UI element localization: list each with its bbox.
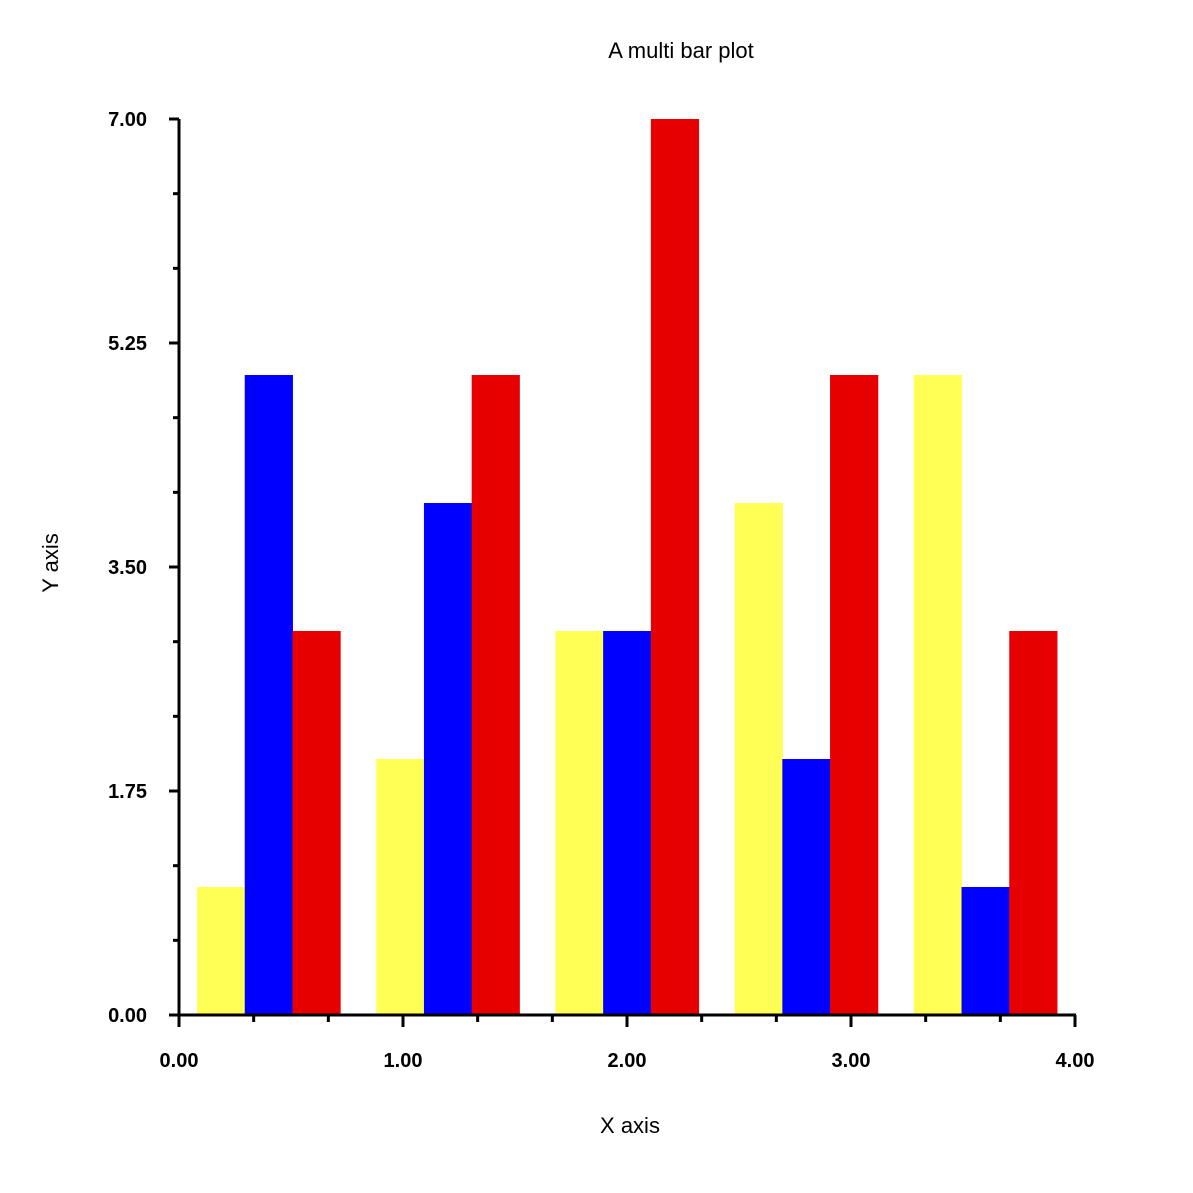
ticks-layer: 0.00 1.75 3.50 5.25 7.00 0.00 1.00 2.00 3.00 4.00 xyxy=(108,109,1094,1072)
x-axis-label: X axis xyxy=(600,1113,660,1138)
bar-group2-series3 xyxy=(471,375,520,1015)
x-tick-label: 3.00 xyxy=(832,1050,871,1072)
bar-group3-series2 xyxy=(603,631,652,1015)
bar-group1-series1 xyxy=(197,887,246,1015)
y-tick-label: 5.25 xyxy=(108,333,147,355)
x-tick-label: 1.00 xyxy=(384,1050,423,1072)
bar-group4-series3 xyxy=(830,375,879,1015)
bar-group5-series1 xyxy=(913,375,963,1015)
y-tick-label: 1.75 xyxy=(108,781,147,803)
bar-group5-series3 xyxy=(1009,631,1058,1015)
y-axis-label: Y axis xyxy=(38,533,63,593)
x-tick-label: 2.00 xyxy=(608,1050,647,1072)
bar-group1-series3 xyxy=(292,631,341,1015)
bars-layer xyxy=(197,119,1058,1015)
y-tick-label: 7.00 xyxy=(108,109,147,131)
bar-group5-series2 xyxy=(961,887,1010,1015)
chart-title: A multi bar plot xyxy=(608,38,754,63)
x-tick-label: 4.00 xyxy=(1056,1050,1095,1072)
bar-group2-series1 xyxy=(376,759,425,1015)
y-tick-label: 3.50 xyxy=(108,557,147,579)
bar-group4-series2 xyxy=(782,759,831,1015)
x-tick-label: 0.00 xyxy=(160,1050,199,1072)
bar-group3-series3 xyxy=(650,119,700,1015)
bar-group2-series2 xyxy=(423,503,473,1015)
bar-group3-series1 xyxy=(555,631,604,1015)
bar-group4-series1 xyxy=(734,503,783,1015)
bar-group1-series2 xyxy=(244,375,293,1015)
y-tick-label: 0.00 xyxy=(108,1005,147,1027)
